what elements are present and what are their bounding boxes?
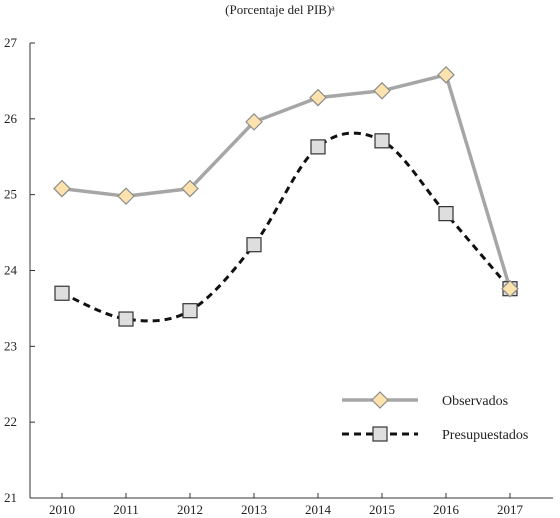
data-point-presupuestados — [438, 206, 454, 222]
y-tick-label: 25 — [4, 187, 17, 202]
x-tick-label: 2014 — [305, 502, 332, 517]
data-point-observados — [373, 81, 391, 100]
data-point-observados — [117, 187, 135, 206]
x-tick-label: 2013 — [241, 502, 267, 517]
series-line-observados — [61, 73, 512, 290]
y-tick-label: 23 — [4, 338, 17, 353]
x-tick-label: 2016 — [433, 502, 460, 517]
x-tick-label: 2017 — [497, 502, 524, 517]
legend-marker-presupuestados — [372, 426, 388, 442]
data-point-presupuestados — [54, 285, 70, 301]
x-tick-label: 2012 — [177, 502, 203, 517]
legend-label-presupuestados: Presupuestados — [442, 428, 528, 443]
data-point-presupuestados — [182, 303, 198, 319]
data-point-observados — [181, 179, 199, 198]
data-point-presupuestados — [118, 311, 134, 327]
data-point-observados — [501, 279, 519, 298]
x-tick-label: 2015 — [369, 502, 395, 517]
x-tick-label: 2011 — [113, 502, 139, 517]
legend-marker-observados — [371, 391, 389, 409]
data-point-observados — [245, 113, 263, 131]
chart-subtitle: (Porcentaje del PIB)ᵃ — [225, 2, 335, 17]
y-tick-label: 21 — [4, 490, 17, 505]
y-tick-label: 26 — [4, 111, 18, 126]
y-tick-label: 24 — [4, 263, 18, 278]
data-point-observados — [309, 88, 327, 107]
legend-label-observados: Observados — [442, 394, 508, 409]
data-point-presupuestados — [374, 133, 390, 149]
x-tick-label: 2010 — [49, 502, 75, 517]
data-point-observados — [53, 179, 71, 198]
data-point-presupuestados — [310, 139, 326, 155]
y-tick-label: 27 — [4, 35, 18, 50]
series-line-presupuestados — [61, 131, 512, 323]
y-tick-label: 22 — [4, 414, 17, 429]
data-point-presupuestados — [246, 237, 262, 253]
data-point-observados — [437, 66, 455, 84]
